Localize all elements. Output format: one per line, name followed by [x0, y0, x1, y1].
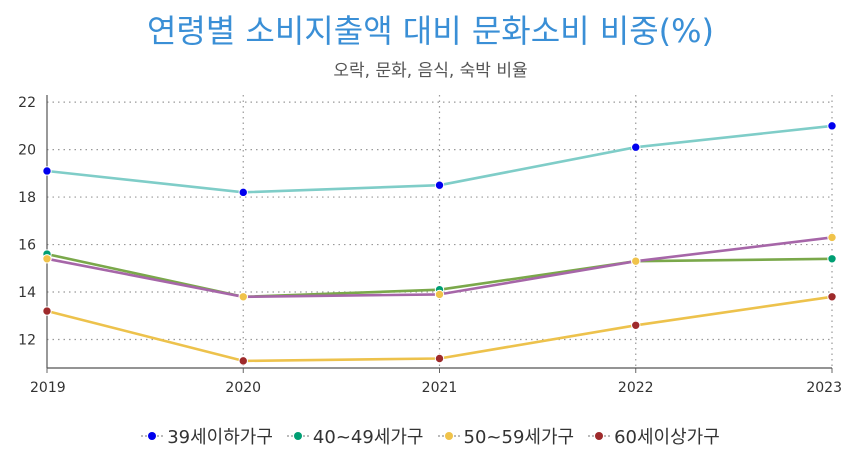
- data-point: [827, 121, 837, 131]
- chart-legend: 39세이하가구 40~49세가구 50~59세가구 60세이상가구: [0, 423, 861, 448]
- legend-label: 60세이상가구: [614, 426, 720, 448]
- data-point: [42, 166, 52, 176]
- legend-marker: [588, 431, 611, 441]
- legend-item[interactable]: 50~59세가구: [437, 423, 575, 449]
- legend-marker: [437, 431, 460, 441]
- y-tick-label: 12: [18, 333, 36, 349]
- y-tick-label: 14: [18, 285, 36, 301]
- legend-label: 39세이하가구: [167, 426, 273, 448]
- y-tick-label: 22: [18, 95, 36, 111]
- chart-title: 연령별 소비지출액 대비 문화소비 비중(%): [146, 12, 715, 50]
- legend-marker: [141, 431, 164, 441]
- legend-label: 40~49세가구: [312, 426, 424, 448]
- legend-item[interactable]: 39세이하가구: [141, 423, 273, 449]
- x-tick-label: 2021: [422, 380, 458, 396]
- x-tick-label: 2019: [30, 380, 66, 396]
- series-line-3: [46, 295, 833, 363]
- x-tick-label: 2023: [806, 380, 842, 396]
- x-tick-label: 2020: [225, 380, 261, 396]
- y-tick-label: 20: [18, 143, 36, 159]
- data-point: [827, 292, 837, 302]
- data-point: [42, 306, 52, 316]
- y-tick-label: 18: [18, 190, 36, 206]
- data-point: [631, 142, 641, 152]
- data-point: [42, 254, 52, 264]
- data-point: [631, 320, 641, 330]
- data-point: [238, 292, 248, 302]
- data-point: [827, 254, 837, 264]
- data-point: [631, 256, 641, 266]
- legend-item[interactable]: 60세이상가구: [588, 423, 720, 449]
- legend-marker: [286, 431, 309, 441]
- x-tick-label: 2022: [618, 380, 654, 396]
- data-point: [238, 187, 248, 198]
- legend-label: 50~59세가구: [463, 426, 575, 448]
- data-point: [434, 180, 445, 190]
- y-tick-label: 16: [18, 238, 36, 254]
- legend-item[interactable]: 40~49세가구: [286, 423, 424, 449]
- data-point: [434, 353, 445, 364]
- chart-subtitle: 오락, 문화, 음식, 숙박 비율: [333, 61, 528, 81]
- data-point: [434, 289, 445, 300]
- data-point: [827, 232, 837, 243]
- data-point: [238, 356, 248, 366]
